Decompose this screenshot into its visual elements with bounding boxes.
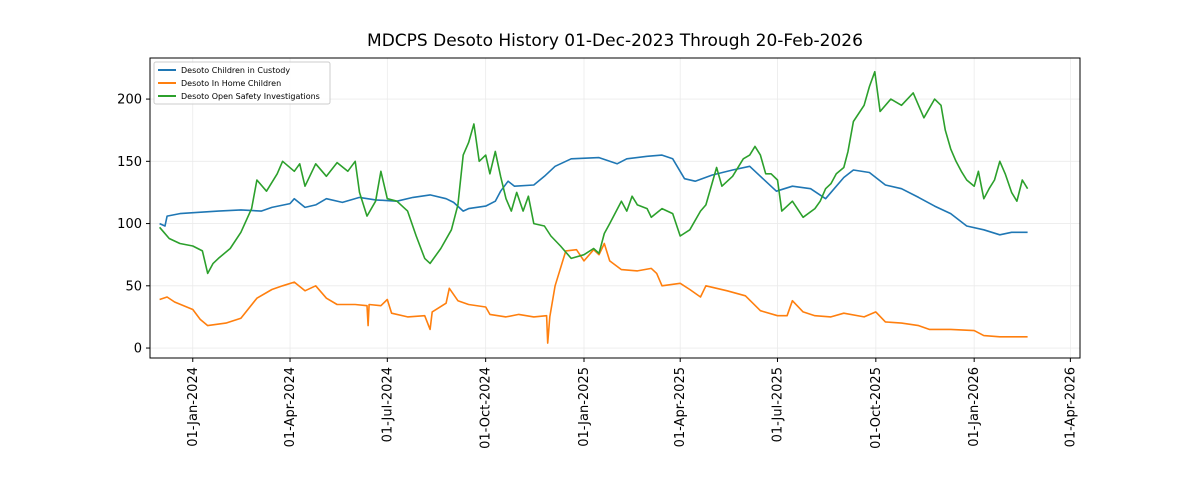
axes: 0 50 100 150 200 01-Jan-2024 01-Apr-2024 01-Jul…	[117, 93, 1078, 449]
plot-frame	[149, 57, 1081, 359]
legend: Desoto Children in Custody Desoto In Home…	[153, 61, 331, 105]
y-tick-label: 100	[117, 217, 142, 232]
grid-lines	[150, 58, 1080, 358]
series-line-1	[159, 154, 1028, 236]
x-tick-label: 01-Oct-2025	[869, 367, 884, 449]
series-line-2	[159, 242, 1028, 344]
series-line-3	[158, 70, 1029, 275]
legend-label: Desoto Open Safety Investigations	[181, 92, 320, 101]
x-tick-label: 01-Jul-2024	[380, 367, 395, 442]
x-tick-label: 01-Oct-2024	[479, 367, 494, 449]
x-tick-label: 01-Apr-2025	[673, 367, 688, 447]
chart-title: MDCPS Desoto History 01-Dec-2023 Through…	[367, 31, 863, 51]
x-tick-label: 01-Apr-2026	[1063, 367, 1078, 447]
legend-box	[153, 61, 331, 105]
series-lines	[158, 70, 1029, 344]
y-tick-label: 150	[117, 155, 142, 170]
x-tick-label: 01-Jan-2024	[186, 367, 201, 447]
y-tick-label: 0	[134, 342, 142, 357]
x-tick-label: 01-Jul-2025	[770, 367, 785, 442]
x-tick-label: 01-Apr-2024	[283, 367, 298, 447]
x-tick-label: 01-Jan-2026	[967, 367, 982, 447]
y-tick-label: 50	[125, 279, 142, 294]
x-tick-label: 01-Jan-2025	[577, 367, 592, 447]
y-tick-label: 200	[117, 93, 142, 108]
legend-label: Desoto In Home Children	[181, 79, 281, 88]
legend-label: Desoto Children in Custody	[181, 66, 290, 75]
